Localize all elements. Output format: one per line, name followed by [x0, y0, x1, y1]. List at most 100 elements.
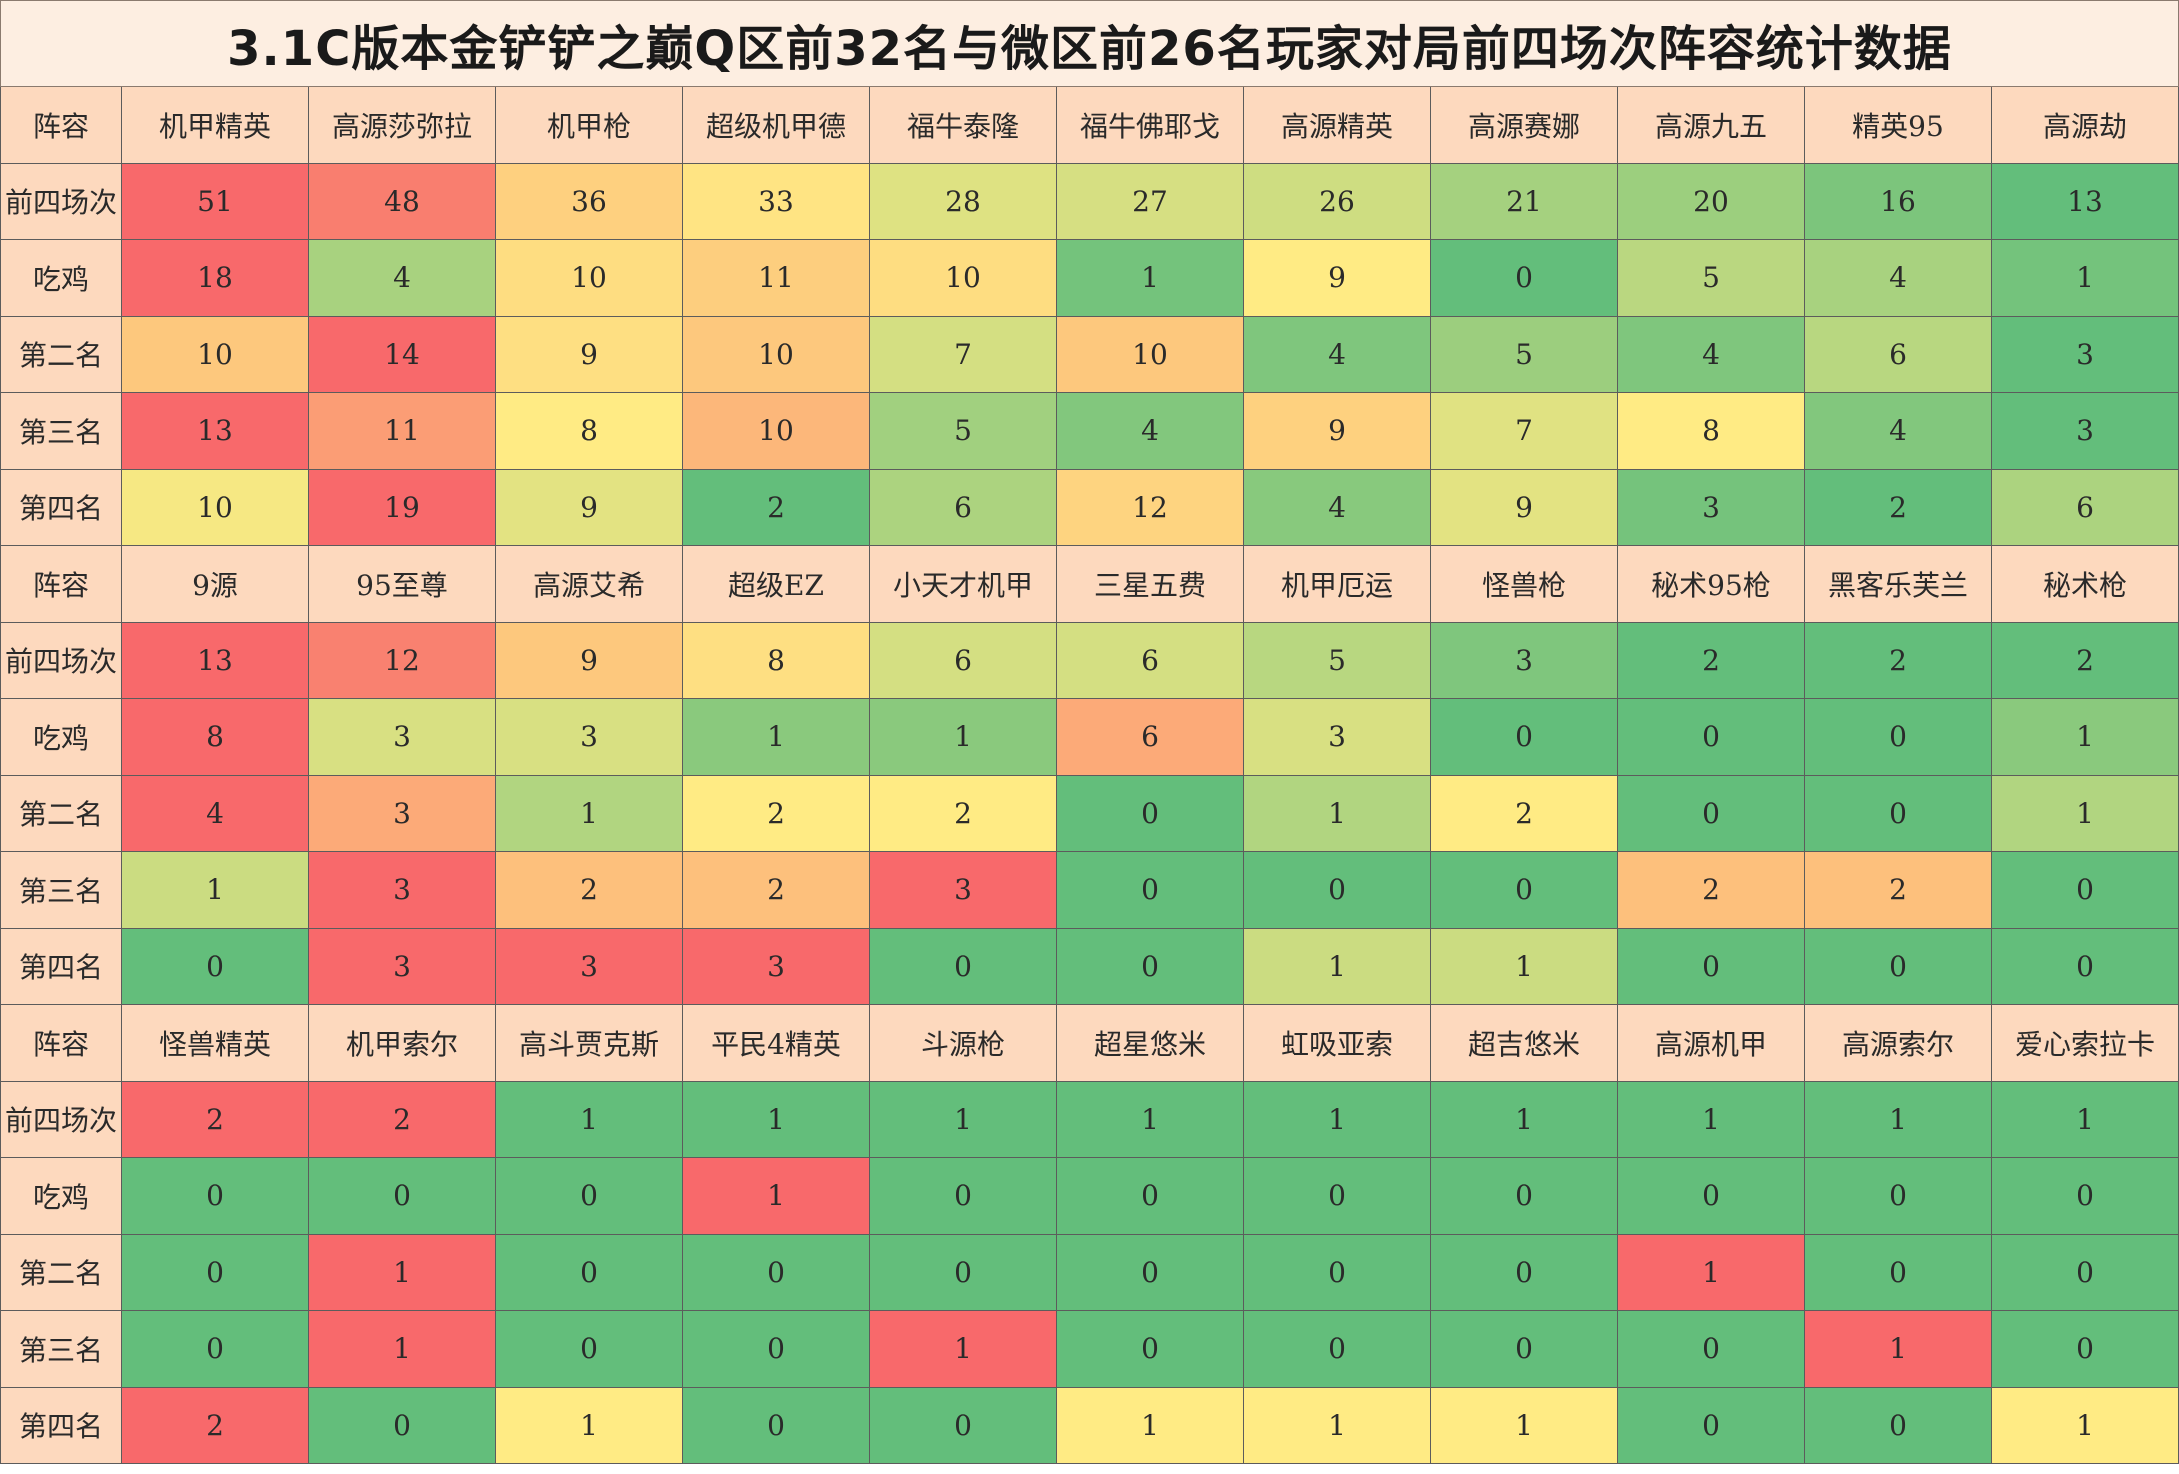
value-cell: 10 [122, 316, 309, 393]
value-cell: 0 [1805, 1234, 1992, 1311]
value-cell: 1 [1244, 928, 1431, 1005]
value-cell: 5 [1244, 622, 1431, 699]
value-cell: 19 [309, 469, 496, 546]
value-cell: 2 [122, 1081, 309, 1158]
value-cell: 3 [1431, 622, 1618, 699]
data-row: 第二名 10 14 9 10 7 10 4 5 4 6 3 [0, 316, 2179, 393]
value-cell: 0 [1057, 1158, 1244, 1235]
value-cell: 0 [1244, 1158, 1431, 1235]
value-cell: 0 [1805, 928, 1992, 1005]
comp-name: 怪兽枪 [1431, 546, 1618, 623]
value-cell: 1 [870, 1311, 1057, 1388]
data-row: 吃鸡 8 3 3 1 1 6 3 0 0 0 1 [0, 699, 2179, 776]
metric-label: 第三名 [0, 852, 122, 929]
metric-label: 第四名 [0, 469, 122, 546]
data-row: 前四场次 51 48 36 33 28 27 26 21 20 16 13 [0, 163, 2179, 240]
header-row: 阵容 9源 95至尊 高源艾希 超级EZ 小天才机甲 三星五费 机甲厄运 怪兽枪 秘术95枪 黑客乐… [0, 546, 2179, 623]
comp-name: 爱心索拉卡 [1992, 1005, 2179, 1082]
metric-label: 前四场次 [0, 163, 122, 240]
header-row: 阵容 机甲精英 高源莎弥拉 机甲枪 超级机甲德 福牛泰隆 福牛佛耶戈 高源精英 高源赛娜 高源九五… [0, 87, 2179, 164]
value-cell: 6 [870, 622, 1057, 699]
comp-name: 9源 [122, 546, 309, 623]
metric-label: 前四场次 [0, 622, 122, 699]
value-cell: 1 [683, 1158, 870, 1235]
value-cell: 0 [1618, 775, 1805, 852]
metric-label: 第二名 [0, 316, 122, 393]
value-cell: 13 [122, 393, 309, 470]
value-cell: 0 [1618, 1311, 1805, 1388]
comp-name: 三星五费 [1057, 546, 1244, 623]
metric-label: 第三名 [0, 393, 122, 470]
value-cell: 2 [870, 775, 1057, 852]
value-cell: 1 [122, 852, 309, 929]
value-cell: 11 [309, 393, 496, 470]
value-cell: 1 [1057, 240, 1244, 317]
value-cell: 0 [1618, 1387, 1805, 1464]
value-cell: 2 [1431, 775, 1618, 852]
data-row: 第四名 2 0 1 0 0 1 1 1 0 0 1 [0, 1387, 2179, 1464]
value-cell: 1 [496, 775, 683, 852]
comp-name: 机甲枪 [496, 87, 683, 164]
value-cell: 5 [1431, 316, 1618, 393]
value-cell: 0 [870, 1234, 1057, 1311]
value-cell: 14 [309, 316, 496, 393]
data-row: 第二名 0 1 0 0 0 0 0 0 1 0 0 [0, 1234, 2179, 1311]
data-row: 第三名 13 11 8 10 5 4 9 7 8 4 3 [0, 393, 2179, 470]
value-cell: 0 [1618, 699, 1805, 776]
value-cell: 16 [1805, 163, 1992, 240]
value-cell: 0 [1244, 1311, 1431, 1388]
value-cell: 0 [683, 1234, 870, 1311]
value-cell: 3 [1244, 699, 1431, 776]
header-label: 阵容 [0, 87, 122, 164]
value-cell: 33 [683, 163, 870, 240]
value-cell: 1 [496, 1081, 683, 1158]
value-cell: 10 [122, 469, 309, 546]
comp-name: 95至尊 [309, 546, 496, 623]
value-cell: 4 [309, 240, 496, 317]
comp-name: 福牛泰隆 [870, 87, 1057, 164]
value-cell: 1 [1992, 1081, 2179, 1158]
value-cell: 1 [496, 1387, 683, 1464]
value-cell: 2 [122, 1387, 309, 1464]
value-cell: 0 [870, 928, 1057, 1005]
data-row: 吃鸡 18 4 10 11 10 1 9 0 5 4 1 [0, 240, 2179, 317]
comp-name: 超级EZ [683, 546, 870, 623]
header-label: 阵容 [0, 546, 122, 623]
value-cell: 8 [683, 622, 870, 699]
value-cell: 2 [1992, 622, 2179, 699]
value-cell: 1 [1992, 699, 2179, 776]
comp-name: 斗源枪 [870, 1005, 1057, 1082]
value-cell: 10 [1057, 316, 1244, 393]
value-cell: 1 [1057, 1081, 1244, 1158]
data-row: 吃鸡 0 0 0 1 0 0 0 0 0 0 0 [0, 1158, 2179, 1235]
comp-name: 机甲精英 [122, 87, 309, 164]
value-cell: 2 [496, 852, 683, 929]
metric-label: 第三名 [0, 1311, 122, 1388]
value-cell: 51 [122, 163, 309, 240]
value-cell: 3 [309, 852, 496, 929]
value-cell: 0 [683, 1311, 870, 1388]
comp-name: 高源劫 [1992, 87, 2179, 164]
data-row: 第三名 0 1 0 0 1 0 0 0 0 1 0 [0, 1311, 2179, 1388]
value-cell: 48 [309, 163, 496, 240]
value-cell: 10 [683, 393, 870, 470]
header-row: 阵容 怪兽精英 机甲索尔 高斗贾克斯 平民4精英 斗源枪 超星悠米 虹吸亚索 超吉悠米 高源机甲高… [0, 1005, 2179, 1082]
comp-name: 怪兽精英 [122, 1005, 309, 1082]
value-cell: 9 [1244, 393, 1431, 470]
comp-name: 机甲厄运 [1244, 546, 1431, 623]
value-cell: 0 [496, 1158, 683, 1235]
value-cell: 0 [122, 1158, 309, 1235]
value-cell: 27 [1057, 163, 1244, 240]
value-cell: 1 [870, 1081, 1057, 1158]
comp-name: 机甲索尔 [309, 1005, 496, 1082]
value-cell: 0 [1992, 1311, 2179, 1388]
value-cell: 0 [1618, 928, 1805, 1005]
value-cell: 13 [122, 622, 309, 699]
value-cell: 3 [309, 928, 496, 1005]
value-cell: 1 [1805, 1081, 1992, 1158]
value-cell: 1 [1244, 775, 1431, 852]
value-cell: 1 [1805, 1311, 1992, 1388]
comp-name: 高源机甲 [1618, 1005, 1805, 1082]
comp-name: 高斗贾克斯 [496, 1005, 683, 1082]
value-cell: 8 [1618, 393, 1805, 470]
